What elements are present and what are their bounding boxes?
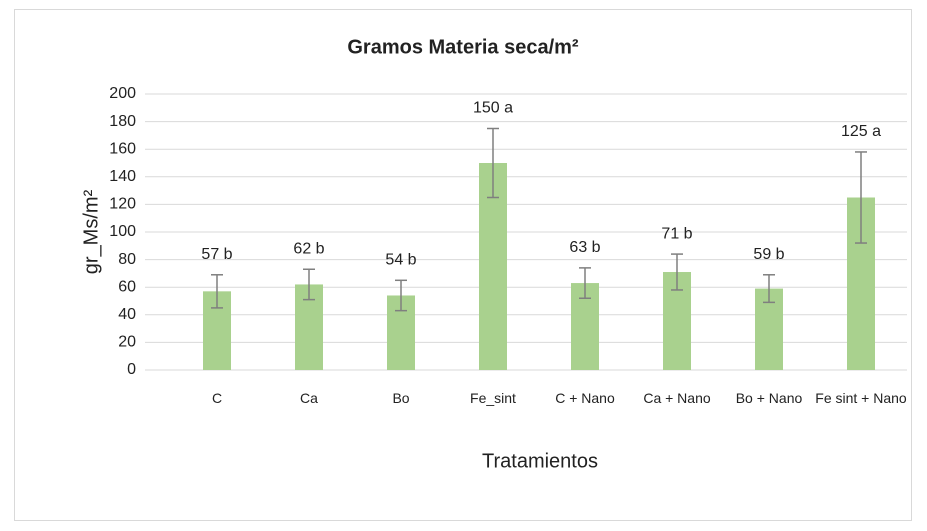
y-tick-label: 120	[109, 196, 136, 213]
error-bar	[763, 274, 775, 304]
y-tick-label: 200	[109, 85, 136, 102]
y-tick-label: 0	[127, 361, 136, 378]
y-tick-label: 100	[109, 223, 136, 240]
error-bar	[395, 279, 407, 312]
y-tick-label: 160	[109, 140, 136, 157]
data-label: 57 b	[201, 246, 232, 263]
x-tick-label: Fe_sint	[470, 390, 516, 406]
y-tick-label: 40	[118, 306, 136, 323]
y-tick-label: 60	[118, 278, 136, 295]
y-tick-label: 20	[118, 334, 136, 351]
data-label: 54 b	[385, 252, 416, 269]
error-bar	[855, 151, 867, 244]
x-tick-label: Bo	[392, 390, 410, 406]
data-label: 59 b	[753, 246, 784, 263]
data-label: 150 a	[473, 100, 513, 117]
error-bar	[303, 268, 315, 301]
y-tick-label: 180	[109, 113, 136, 130]
data-label: 62 b	[293, 240, 324, 257]
y-axis-title: gr_Ms/m²	[80, 189, 102, 274]
error-bar	[579, 267, 591, 299]
x-tick-label: C	[211, 390, 223, 406]
chart-title: Gramos Materia seca/m²	[347, 36, 579, 58]
y-tick-label: 140	[109, 168, 136, 185]
data-label: 71 b	[661, 225, 692, 242]
x-tick-label: Ca + Nano	[643, 390, 711, 406]
y-tick-label: 80	[118, 251, 136, 268]
data-label: 63 b	[569, 239, 600, 256]
x-tick-label: Ca	[300, 390, 318, 406]
x-tick-label: Fe sint + Nano	[815, 390, 907, 406]
x-tick-label: Bo + Nano	[735, 390, 803, 406]
x-tick-label: C + Nano	[555, 390, 615, 406]
error-bar	[211, 274, 223, 309]
data-label: 125 a	[841, 123, 881, 140]
error-bar	[487, 127, 499, 199]
error-bar	[671, 253, 683, 291]
chart-frame	[14, 9, 912, 521]
x-axis-title: Tratamientos	[482, 450, 598, 472]
